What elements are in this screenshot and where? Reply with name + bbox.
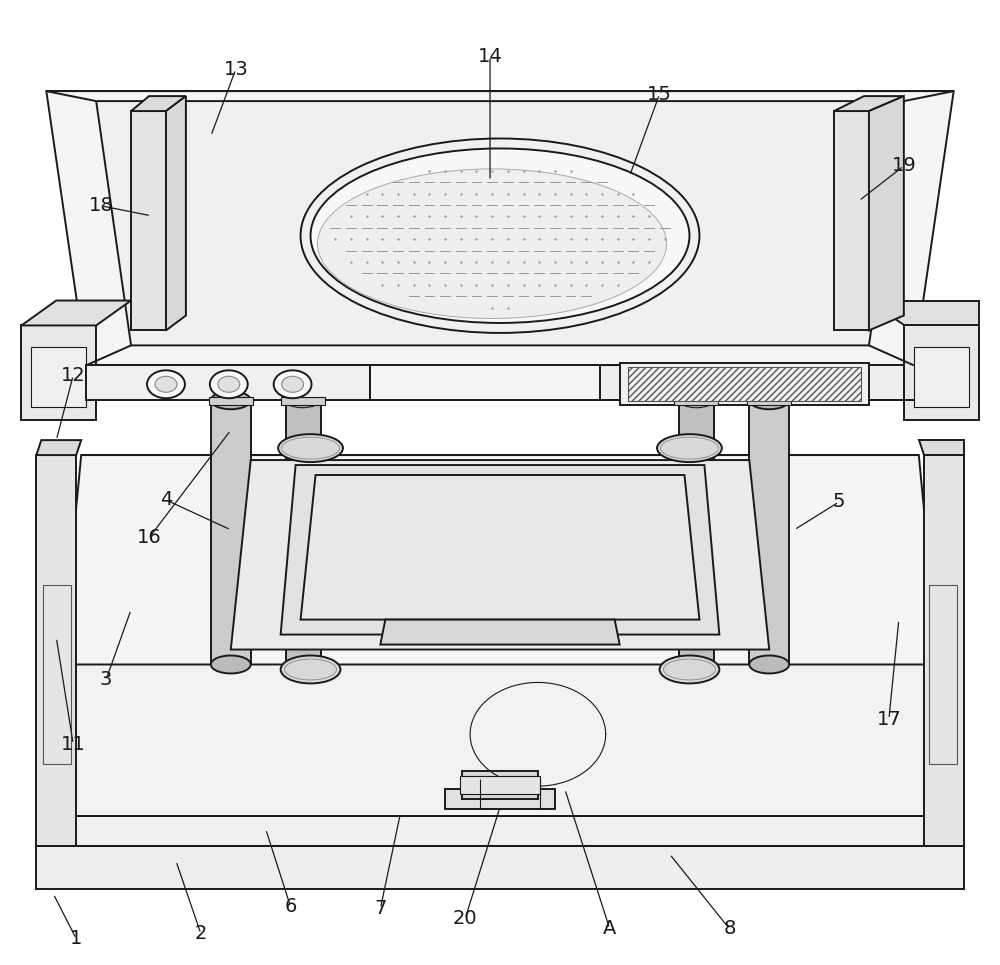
Bar [747, 398, 791, 405]
Bar [445, 789, 555, 809]
Bar [674, 398, 718, 405]
Polygon shape [36, 816, 964, 846]
Bar [462, 771, 538, 799]
Polygon shape [919, 440, 964, 455]
Ellipse shape [281, 655, 340, 683]
Text: A: A [603, 920, 616, 938]
Ellipse shape [278, 434, 343, 462]
Ellipse shape [285, 393, 320, 408]
Ellipse shape [749, 655, 789, 674]
Text: 1: 1 [70, 929, 82, 949]
Text: 2: 2 [195, 924, 207, 943]
Polygon shape [628, 368, 861, 401]
Bar [749, 400, 789, 665]
Bar [914, 347, 969, 407]
Bar [281, 398, 325, 405]
Polygon shape [231, 460, 769, 649]
Ellipse shape [218, 376, 240, 392]
Text: 12: 12 [61, 366, 86, 385]
Ellipse shape [211, 391, 251, 409]
Ellipse shape [657, 434, 722, 462]
Ellipse shape [301, 139, 699, 333]
Polygon shape [61, 665, 939, 816]
Ellipse shape [749, 391, 789, 409]
Text: 14: 14 [478, 46, 502, 66]
Bar [460, 776, 540, 794]
Text: 3: 3 [100, 670, 112, 689]
Polygon shape [301, 475, 699, 620]
Bar [31, 347, 86, 407]
Polygon shape [86, 366, 914, 400]
Bar [43, 585, 71, 764]
Text: 8: 8 [723, 920, 736, 938]
Polygon shape [21, 300, 131, 325]
Bar [679, 400, 714, 665]
Polygon shape [46, 91, 954, 366]
Polygon shape [21, 325, 96, 420]
Ellipse shape [147, 371, 185, 399]
Bar [209, 398, 253, 405]
Polygon shape [131, 96, 186, 111]
Text: 6: 6 [284, 897, 297, 917]
Ellipse shape [210, 371, 248, 399]
Ellipse shape [211, 655, 251, 674]
Bar [286, 400, 321, 665]
Text: 20: 20 [453, 909, 477, 928]
Text: 11: 11 [61, 734, 86, 754]
Ellipse shape [311, 149, 689, 323]
Polygon shape [166, 96, 186, 330]
Text: 18: 18 [89, 196, 114, 215]
Polygon shape [36, 846, 964, 889]
Polygon shape [61, 455, 939, 665]
Text: 5: 5 [833, 492, 845, 511]
Polygon shape [281, 465, 719, 635]
Ellipse shape [660, 655, 719, 683]
Ellipse shape [274, 371, 312, 399]
Ellipse shape [679, 393, 714, 408]
Text: 17: 17 [877, 710, 901, 729]
Polygon shape [380, 620, 620, 645]
Polygon shape [620, 364, 869, 405]
Polygon shape [834, 96, 904, 111]
Ellipse shape [282, 376, 304, 392]
Text: 19: 19 [891, 156, 916, 176]
Text: 7: 7 [374, 899, 387, 919]
Ellipse shape [155, 376, 177, 392]
Polygon shape [86, 366, 370, 400]
Polygon shape [924, 455, 964, 846]
Text: 16: 16 [137, 529, 161, 547]
Polygon shape [36, 440, 81, 455]
Polygon shape [131, 111, 166, 330]
Ellipse shape [318, 169, 667, 318]
Polygon shape [869, 96, 904, 330]
Bar [211, 400, 251, 665]
Polygon shape [370, 366, 600, 400]
Polygon shape [869, 300, 979, 325]
Text: 15: 15 [647, 85, 672, 103]
Text: 13: 13 [223, 60, 248, 79]
Polygon shape [36, 455, 76, 846]
Bar [929, 585, 957, 764]
Polygon shape [834, 111, 869, 330]
Polygon shape [96, 101, 904, 345]
Text: 4: 4 [160, 490, 172, 510]
Polygon shape [904, 325, 979, 420]
